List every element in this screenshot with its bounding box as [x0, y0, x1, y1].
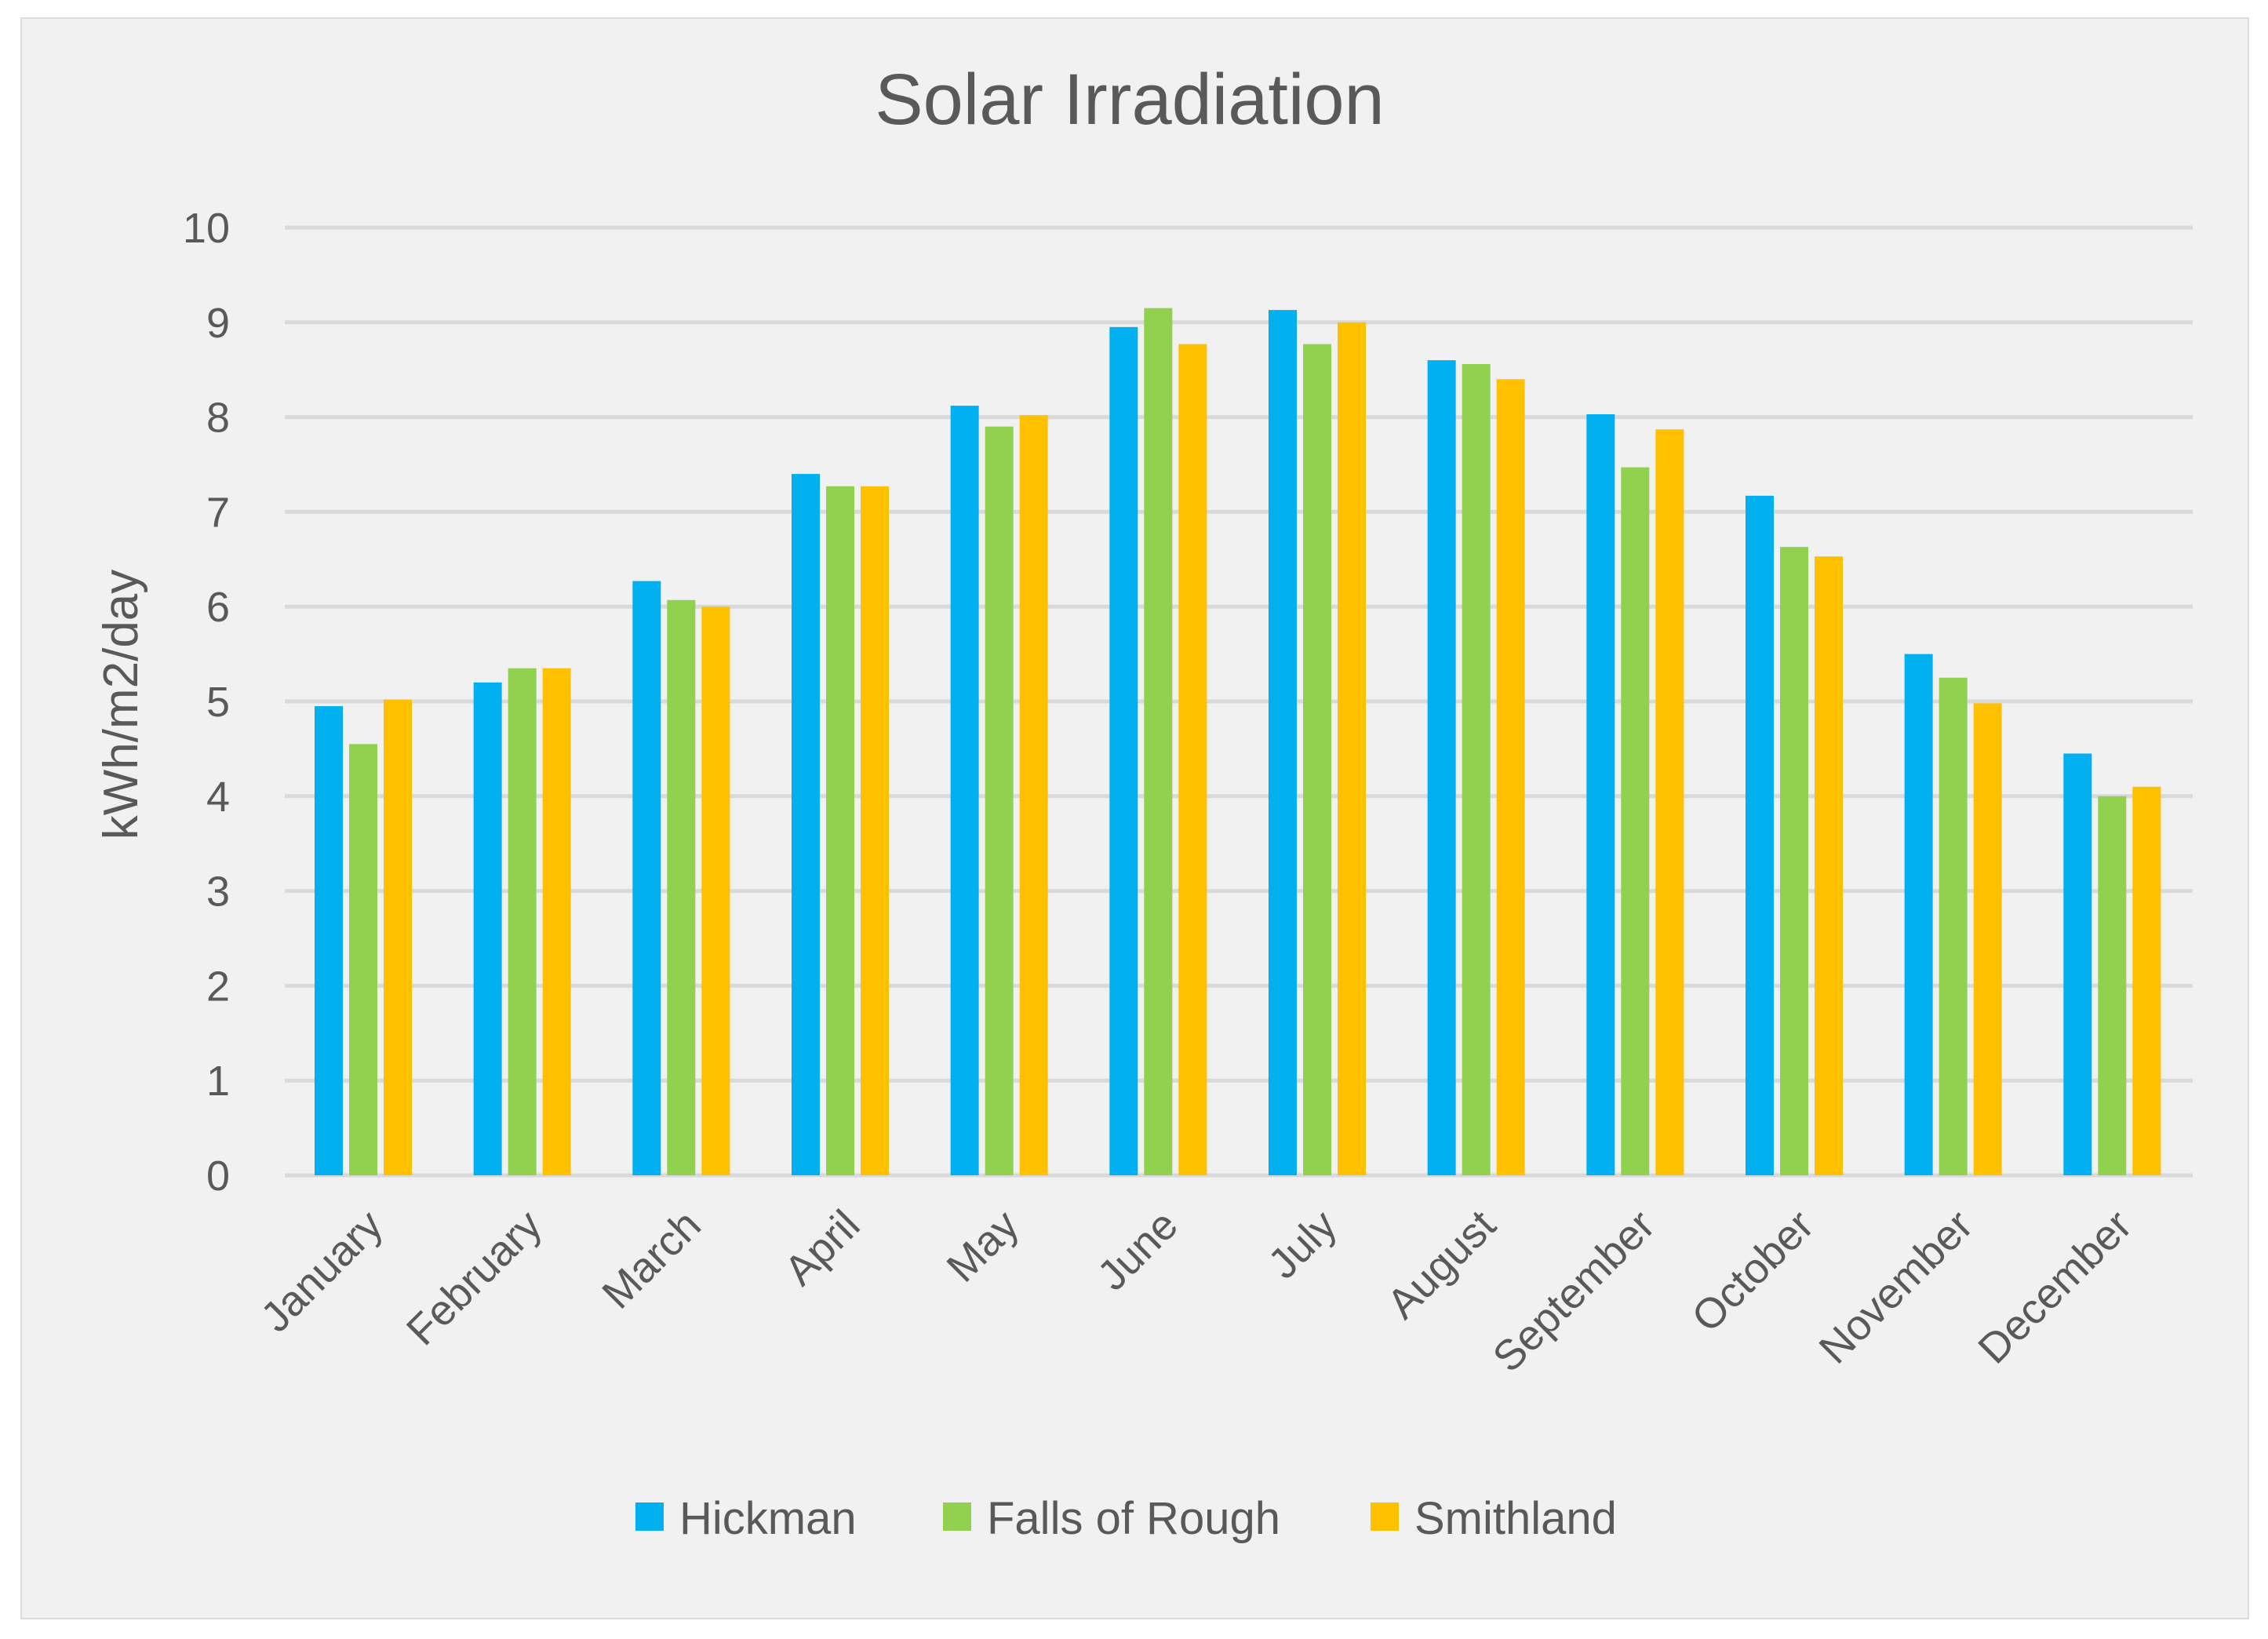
- x-tick-label: December: [1969, 1201, 2141, 1373]
- bar-falls-of-rough-october: [1780, 547, 1808, 1175]
- bar-hickman-may: [950, 406, 979, 1175]
- bar-falls-of-rough-february: [508, 668, 537, 1175]
- y-axis-label: kWh/m2/day: [94, 570, 148, 840]
- x-tick-label: April: [776, 1201, 869, 1295]
- bar-hickman-december: [2063, 753, 2092, 1175]
- y-tick-label: 0: [206, 1153, 230, 1200]
- bar-smithland-june: [1178, 344, 1207, 1176]
- bar-hickman-november: [1904, 654, 1933, 1175]
- bar-hickman-january: [315, 706, 343, 1175]
- bar-hickman-june: [1109, 326, 1138, 1176]
- bar-hickman-april: [792, 474, 820, 1175]
- legend-label: Hickman: [679, 1493, 857, 1544]
- x-tick-label: August: [1378, 1201, 1505, 1328]
- x-tick-label: July: [1259, 1201, 1345, 1288]
- y-tick-label: 4: [206, 774, 230, 821]
- legend-label: Falls of Rough: [987, 1493, 1280, 1544]
- bar-smithland-september: [1655, 429, 1684, 1175]
- bar-smithland-may: [1019, 415, 1048, 1175]
- x-tick-label: October: [1683, 1201, 1822, 1341]
- legend-swatch-falls-of-rough: [943, 1502, 971, 1531]
- legend-swatch-smithland: [1371, 1502, 1399, 1531]
- bar-smithland-august: [1496, 379, 1525, 1175]
- bar-hickman-february: [473, 682, 502, 1175]
- x-tick-label: November: [1811, 1201, 1982, 1373]
- bar-hickman-august: [1427, 360, 1456, 1175]
- legend-swatch-hickman: [635, 1502, 664, 1531]
- y-tick-label: 6: [206, 584, 230, 631]
- bar-hickman-july: [1269, 310, 1297, 1176]
- bar-falls-of-rough-january: [349, 744, 377, 1175]
- bar-smithland-february: [542, 668, 571, 1175]
- bars: [315, 308, 2161, 1176]
- y-tick-label: 10: [183, 205, 230, 252]
- bar-falls-of-rough-december: [2098, 796, 2127, 1175]
- x-tick-label: June: [1089, 1201, 1187, 1299]
- x-tick-label: January: [252, 1201, 391, 1341]
- bar-hickman-october: [1746, 495, 1774, 1175]
- bar-smithland-october: [1815, 556, 1843, 1175]
- legend: Hickman Falls of Rough Smithland: [635, 1493, 1617, 1544]
- y-tick-label: 8: [206, 395, 230, 442]
- bar-smithland-november: [1973, 703, 2002, 1175]
- bar-hickman-september: [1586, 413, 1615, 1175]
- y-tick-label: 1: [206, 1058, 230, 1105]
- bar-falls-of-rough-april: [826, 486, 854, 1175]
- gridlines: [285, 225, 2193, 1178]
- bar-smithland-december: [2132, 786, 2161, 1175]
- bar-falls-of-rough-may: [985, 426, 1014, 1175]
- y-tick-label: 3: [206, 869, 230, 916]
- bar-smithland-april: [861, 486, 889, 1175]
- y-tick-label: 5: [206, 679, 230, 726]
- y-tick-label: 2: [206, 963, 230, 1010]
- bar-smithland-march: [701, 606, 730, 1175]
- bar-smithland-january: [384, 699, 412, 1175]
- x-tick-label: March: [593, 1201, 710, 1318]
- x-tick-label: February: [398, 1201, 551, 1354]
- chart-title: Solar Irradiation: [875, 60, 1384, 140]
- bar-hickman-march: [632, 581, 661, 1175]
- bar-falls-of-rough-july: [1303, 344, 1331, 1176]
- y-tick-label: 7: [206, 489, 230, 536]
- x-tick-label: September: [1484, 1201, 1664, 1381]
- x-tick-label: May: [938, 1201, 1028, 1291]
- bar-falls-of-rough-june: [1144, 308, 1173, 1176]
- bar-falls-of-rough-september: [1621, 467, 1650, 1175]
- x-axis-ticks: January February March April May June July Augu…: [252, 1201, 2141, 1381]
- bar-falls-of-rough-august: [1462, 363, 1491, 1175]
- bar-falls-of-rough-march: [667, 599, 696, 1175]
- bar-falls-of-rough-november: [1939, 677, 1968, 1175]
- bar-smithland-july: [1338, 322, 1366, 1175]
- y-tick-label: 9: [206, 300, 230, 347]
- legend-label: Smithland: [1414, 1493, 1617, 1544]
- y-axis-ticks: 0 1 2 3 4 5 6 7 8 9 10: [183, 205, 230, 1200]
